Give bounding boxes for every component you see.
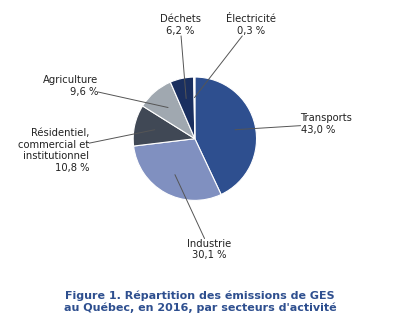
Wedge shape [170, 77, 195, 139]
Text: Résidentiel,
commercial et
institutionnel
10,8 %: Résidentiel, commercial et institutionne… [18, 128, 155, 173]
Wedge shape [195, 77, 256, 195]
Text: Déchets
6,2 %: Déchets 6,2 % [160, 14, 201, 99]
Wedge shape [133, 106, 195, 146]
Wedge shape [134, 139, 221, 200]
Text: Électricité
0,3 %: Électricité 0,3 % [194, 14, 276, 98]
Text: Industrie
30,1 %: Industrie 30,1 % [175, 175, 232, 260]
Text: Agriculture
9,6 %: Agriculture 9,6 % [43, 75, 168, 107]
Wedge shape [142, 82, 195, 139]
Text: Transports
43,0 %: Transports 43,0 % [235, 113, 352, 135]
Wedge shape [194, 77, 195, 139]
Text: Figure 1. Répartition des émissions de GES
au Québec, en 2016, par secteurs d'ac: Figure 1. Répartition des émissions de G… [64, 290, 336, 313]
